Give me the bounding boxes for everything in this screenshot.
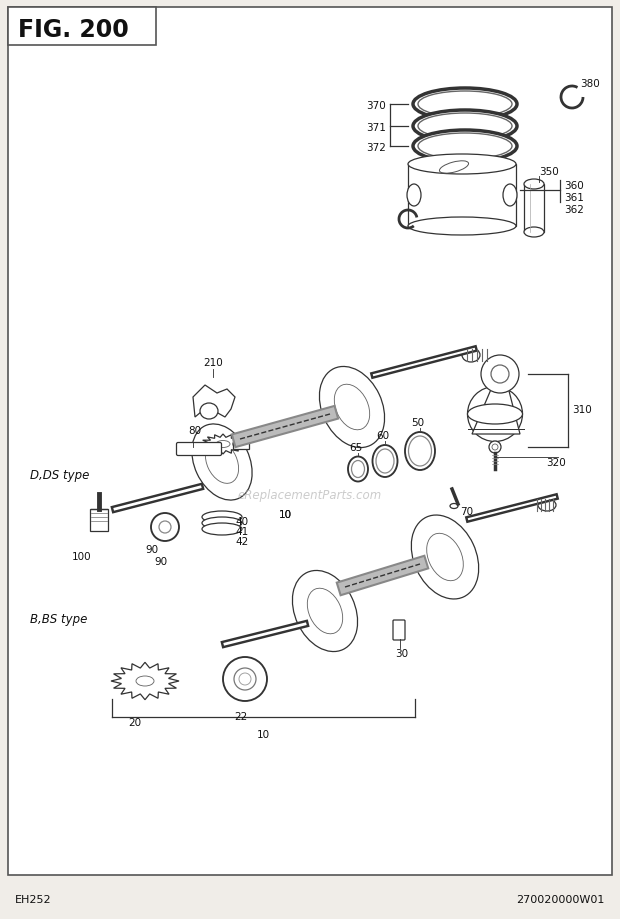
Text: 10: 10 <box>278 509 291 519</box>
Ellipse shape <box>348 457 368 482</box>
Text: 60: 60 <box>376 430 389 440</box>
Text: 210: 210 <box>203 357 223 368</box>
Polygon shape <box>111 663 179 700</box>
Ellipse shape <box>202 512 242 524</box>
Ellipse shape <box>538 499 556 512</box>
Polygon shape <box>472 388 520 435</box>
Text: 80: 80 <box>188 425 201 436</box>
Text: 41: 41 <box>235 527 248 537</box>
Text: 371: 371 <box>366 123 386 133</box>
Ellipse shape <box>408 218 516 236</box>
Ellipse shape <box>418 134 512 160</box>
Text: 361: 361 <box>564 193 584 203</box>
Text: D,DS type: D,DS type <box>30 468 89 481</box>
Text: 65: 65 <box>350 443 363 452</box>
Bar <box>90 509 108 531</box>
Ellipse shape <box>427 534 463 581</box>
Ellipse shape <box>352 461 365 478</box>
Text: 70: 70 <box>460 506 473 516</box>
FancyBboxPatch shape <box>393 620 405 641</box>
Ellipse shape <box>481 401 509 428</box>
Text: FIG. 200: FIG. 200 <box>18 18 129 42</box>
Ellipse shape <box>411 516 479 599</box>
Ellipse shape <box>308 588 343 634</box>
Ellipse shape <box>192 425 252 501</box>
Text: eReplacementParts.com: eReplacementParts.com <box>238 488 382 501</box>
Ellipse shape <box>413 130 517 163</box>
Ellipse shape <box>293 571 358 652</box>
Ellipse shape <box>418 114 512 140</box>
Text: 90: 90 <box>154 556 167 566</box>
Ellipse shape <box>489 441 501 453</box>
Ellipse shape <box>462 348 480 363</box>
Bar <box>408 165 516 227</box>
Text: 10: 10 <box>257 729 270 739</box>
Text: 42: 42 <box>235 537 248 547</box>
Text: 310: 310 <box>572 404 591 414</box>
Text: B,BS type: B,BS type <box>30 613 87 626</box>
Text: 372: 372 <box>366 142 386 153</box>
FancyBboxPatch shape <box>177 443 221 456</box>
Ellipse shape <box>223 657 267 701</box>
Ellipse shape <box>492 445 498 450</box>
Ellipse shape <box>376 449 394 473</box>
Ellipse shape <box>450 504 458 509</box>
Ellipse shape <box>373 446 397 478</box>
Text: 100: 100 <box>72 551 92 562</box>
Bar <box>233 439 249 449</box>
Ellipse shape <box>151 514 179 541</box>
Ellipse shape <box>409 437 432 467</box>
Ellipse shape <box>234 668 256 690</box>
Ellipse shape <box>467 387 523 442</box>
Text: 20: 20 <box>128 717 141 727</box>
Ellipse shape <box>334 385 370 430</box>
Ellipse shape <box>491 366 509 383</box>
Text: 10: 10 <box>278 509 291 519</box>
Text: 320: 320 <box>546 458 565 468</box>
Polygon shape <box>201 435 245 455</box>
Polygon shape <box>193 386 235 417</box>
Ellipse shape <box>405 433 435 471</box>
Text: EH252: EH252 <box>15 894 51 904</box>
Ellipse shape <box>413 111 517 142</box>
Text: 40: 40 <box>235 516 248 527</box>
Text: 270020000W01: 270020000W01 <box>516 894 605 904</box>
Text: 370: 370 <box>366 101 386 111</box>
Ellipse shape <box>413 89 517 121</box>
Ellipse shape <box>159 521 171 533</box>
Text: 380: 380 <box>580 79 600 89</box>
Text: 22: 22 <box>234 711 247 721</box>
Text: 350: 350 <box>539 167 559 176</box>
Ellipse shape <box>233 439 249 449</box>
Ellipse shape <box>200 403 218 420</box>
Ellipse shape <box>524 180 544 190</box>
Ellipse shape <box>503 185 517 207</box>
Ellipse shape <box>202 524 242 536</box>
Ellipse shape <box>418 92 512 118</box>
Ellipse shape <box>216 441 230 448</box>
Ellipse shape <box>408 154 516 175</box>
Ellipse shape <box>524 228 544 238</box>
Text: 360: 360 <box>564 181 584 191</box>
Ellipse shape <box>136 676 154 686</box>
Ellipse shape <box>205 441 239 483</box>
Bar <box>524 185 544 233</box>
Ellipse shape <box>239 674 251 686</box>
Ellipse shape <box>467 404 523 425</box>
Text: 30: 30 <box>396 648 409 658</box>
Ellipse shape <box>319 367 384 448</box>
Text: 50: 50 <box>412 417 425 427</box>
Text: 90: 90 <box>146 544 159 554</box>
Text: 362: 362 <box>564 205 584 215</box>
Ellipse shape <box>481 356 519 393</box>
Bar <box>8 8 156 46</box>
Ellipse shape <box>407 185 421 207</box>
Ellipse shape <box>202 517 242 529</box>
